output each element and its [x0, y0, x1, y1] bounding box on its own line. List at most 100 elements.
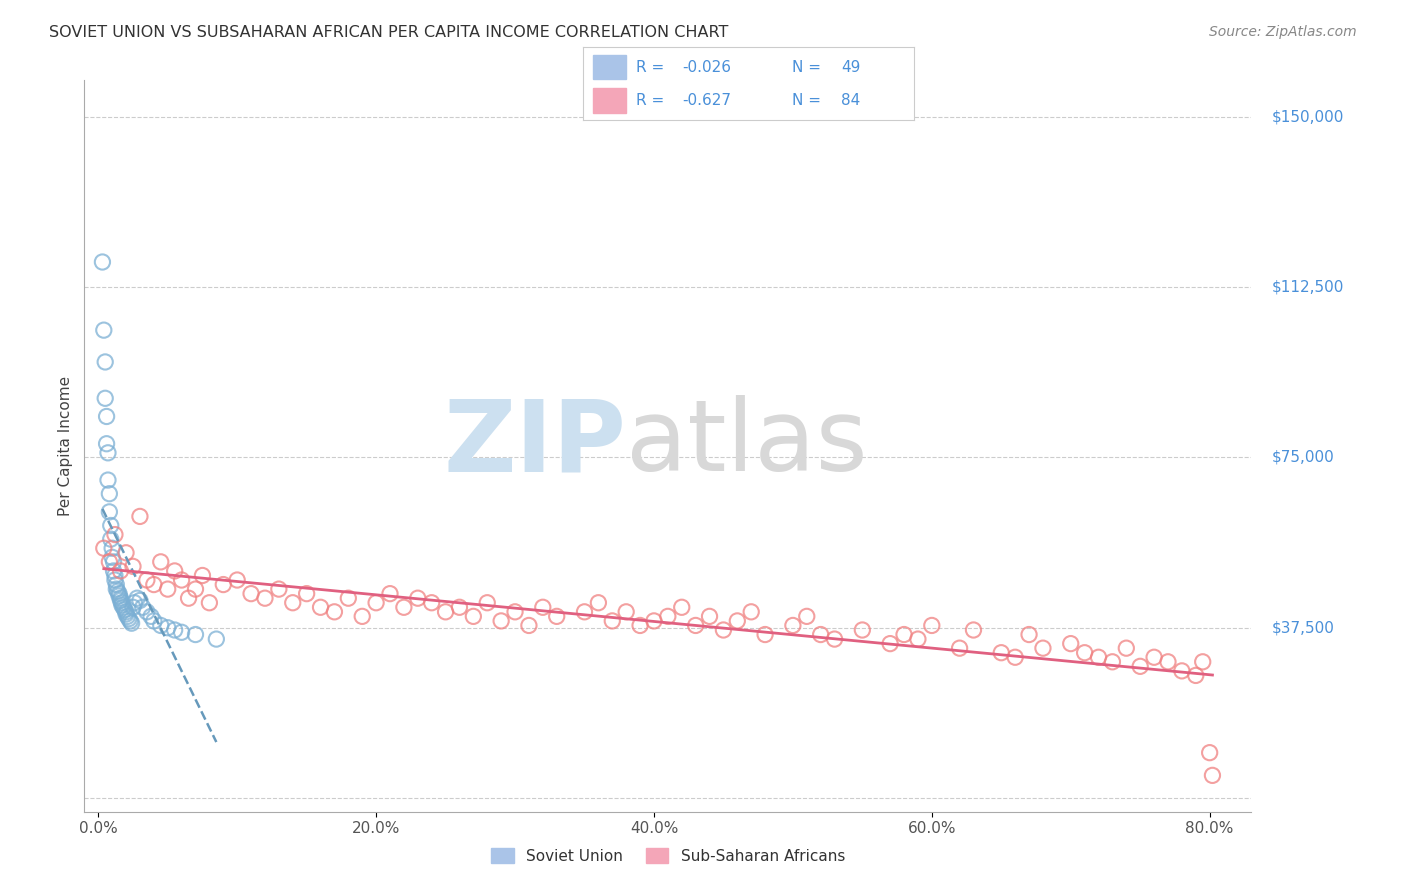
Point — [685, 618, 707, 632]
Point — [177, 591, 200, 606]
Point — [205, 632, 228, 646]
Point — [463, 609, 485, 624]
Point — [253, 591, 276, 606]
Point — [156, 621, 179, 635]
Text: ZIP: ZIP — [443, 395, 626, 492]
Point — [337, 591, 360, 606]
Point — [546, 609, 568, 624]
Point — [309, 600, 332, 615]
Point — [531, 600, 554, 615]
Legend: Soviet Union, Sub-Saharan Africans: Soviet Union, Sub-Saharan Africans — [485, 842, 851, 870]
Point — [323, 605, 346, 619]
Point — [111, 596, 134, 610]
Point — [600, 614, 623, 628]
Point — [1032, 641, 1054, 656]
Point — [156, 582, 179, 596]
Point — [713, 623, 735, 637]
Point — [893, 627, 915, 641]
Point — [851, 623, 873, 637]
Text: N =: N = — [792, 60, 825, 75]
Point — [1191, 655, 1213, 669]
Text: -0.026: -0.026 — [683, 60, 731, 75]
Point — [1143, 650, 1166, 665]
Text: $112,500: $112,500 — [1272, 279, 1344, 294]
Point — [115, 546, 138, 560]
Point — [574, 605, 596, 619]
Point — [449, 600, 471, 615]
Point — [104, 568, 127, 582]
Point — [671, 600, 693, 615]
Point — [91, 255, 114, 269]
Point — [810, 627, 832, 641]
Point — [111, 598, 134, 612]
Point — [740, 605, 762, 619]
Point — [517, 618, 540, 632]
Point — [115, 607, 138, 621]
Point — [96, 409, 118, 424]
Point — [879, 637, 901, 651]
Point — [122, 600, 145, 615]
Point — [135, 573, 157, 587]
Point — [1073, 646, 1095, 660]
Point — [907, 632, 929, 646]
Point — [104, 573, 127, 587]
Point — [657, 609, 679, 624]
Point — [97, 446, 120, 460]
Point — [97, 473, 120, 487]
Point — [226, 573, 249, 587]
Text: SOVIET UNION VS SUBSAHARAN AFRICAN PER CAPITA INCOME CORRELATION CHART: SOVIET UNION VS SUBSAHARAN AFRICAN PER C… — [49, 25, 728, 40]
Point — [149, 555, 172, 569]
Text: R =: R = — [637, 93, 669, 108]
Point — [98, 486, 121, 500]
Y-axis label: Per Capita Income: Per Capita Income — [58, 376, 73, 516]
Point — [366, 596, 388, 610]
Point — [1087, 650, 1109, 665]
Point — [1201, 768, 1223, 782]
Text: 49: 49 — [841, 60, 860, 75]
Point — [1171, 664, 1194, 678]
Point — [122, 559, 145, 574]
Point — [267, 582, 290, 596]
Point — [115, 605, 138, 619]
Point — [782, 618, 804, 632]
Point — [98, 555, 121, 569]
Point — [110, 564, 132, 578]
Point — [105, 577, 128, 591]
Point — [1157, 655, 1180, 669]
Point — [142, 614, 165, 628]
Point — [796, 609, 818, 624]
Point — [127, 591, 149, 606]
Point — [1018, 627, 1040, 641]
Point — [477, 596, 499, 610]
Point — [392, 600, 415, 615]
Text: N =: N = — [792, 93, 825, 108]
Point — [184, 582, 207, 596]
Point — [1184, 668, 1206, 682]
Point — [103, 564, 125, 578]
Point — [184, 627, 207, 641]
Point — [824, 632, 846, 646]
Point — [378, 587, 401, 601]
Text: $37,500: $37,500 — [1272, 620, 1336, 635]
Point — [1004, 650, 1026, 665]
Point — [117, 609, 139, 624]
Point — [114, 602, 136, 616]
Point — [105, 582, 128, 596]
Point — [240, 587, 263, 601]
Point — [295, 587, 318, 601]
Point — [101, 550, 124, 565]
Point — [588, 596, 610, 610]
Point — [212, 577, 235, 591]
Point — [699, 609, 721, 624]
Point — [1198, 746, 1220, 760]
Point — [112, 600, 135, 615]
Point — [503, 605, 526, 619]
Point — [643, 614, 665, 628]
Point — [94, 392, 117, 406]
Text: 84: 84 — [841, 93, 860, 108]
Point — [100, 532, 122, 546]
Point — [124, 596, 146, 610]
Point — [110, 591, 132, 606]
Point — [489, 614, 512, 628]
Point — [96, 436, 118, 450]
